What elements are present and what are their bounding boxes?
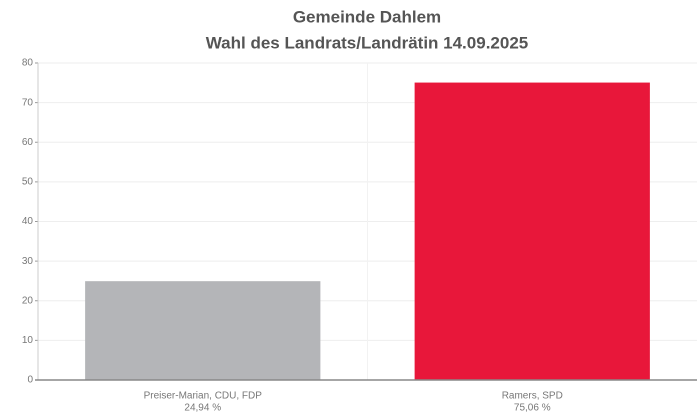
y-tick-label: 30	[22, 256, 34, 267]
chart-title: Wahl des Landrats/Landrätin 14.09.2025	[206, 33, 529, 52]
value-label: 24,94 %	[184, 403, 221, 414]
y-tick-label: 70	[22, 97, 34, 108]
y-tick-label: 40	[22, 216, 34, 227]
y-tick-label: 0	[27, 375, 33, 386]
bar	[85, 281, 321, 380]
y-tick-label: 50	[22, 177, 34, 188]
chart-title: Gemeinde Dahlem	[293, 7, 441, 26]
y-tick-label: 60	[22, 137, 34, 148]
bar	[414, 82, 650, 380]
y-tick-label: 10	[22, 335, 34, 346]
x-tick-label: Preiser-Marian, CDU, FDP	[144, 391, 263, 402]
y-tick-label: 80	[22, 58, 34, 69]
x-tick-label: Ramers, SPD	[502, 391, 563, 402]
value-label: 75,06 %	[514, 403, 551, 414]
y-tick-label: 20	[22, 295, 34, 306]
